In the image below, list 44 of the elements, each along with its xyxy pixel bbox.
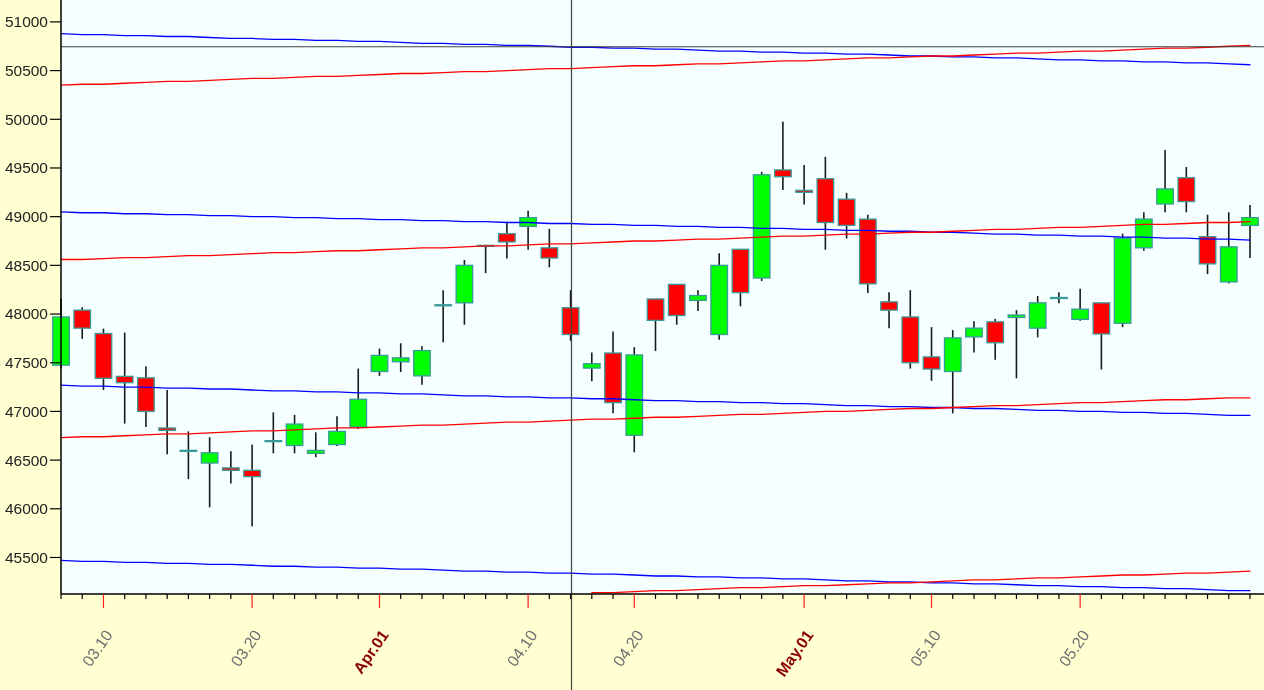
candlestick [1156, 149, 1174, 214]
y-tick-label: 49500 [4, 159, 49, 177]
candlestick [1177, 166, 1196, 214]
candlestick [795, 164, 814, 206]
y-tick-label: 47500 [4, 354, 49, 372]
y-tick-label: 48500 [4, 256, 49, 274]
candlestick [965, 320, 983, 354]
candlestick [221, 450, 240, 485]
y-tick-label: 50500 [4, 62, 49, 80]
y-tick-label: 46500 [4, 451, 49, 469]
y-tick-label: 50000 [4, 110, 49, 128]
line-series [61, 32, 1251, 66]
candlestick [1071, 287, 1090, 322]
candlestick [880, 291, 898, 329]
candlestick [391, 342, 410, 373]
candlestick [200, 436, 219, 509]
candlestick [986, 318, 1005, 361]
candlestick [434, 289, 453, 344]
y-tick-label: 49000 [4, 208, 49, 226]
candlestick [243, 443, 262, 528]
candlestick [922, 326, 941, 382]
y-tick-label: 46000 [4, 500, 49, 518]
candlestick [73, 306, 92, 340]
line-series [61, 44, 1251, 86]
line-series [61, 559, 1251, 592]
line-series [61, 384, 1251, 416]
candlestick [115, 331, 134, 425]
candlestick [582, 351, 601, 383]
candlestick [1049, 291, 1068, 305]
candlestick [646, 298, 665, 352]
y-tick-label: 51000 [4, 13, 49, 31]
candlestick [306, 431, 325, 458]
candlestick [1007, 309, 1026, 380]
y-tick-label: 45500 [4, 548, 49, 566]
candlestick [370, 347, 389, 377]
candlestick [689, 289, 707, 312]
candlestick [285, 414, 304, 455]
candlestick [1241, 204, 1259, 259]
line-series [61, 211, 1251, 241]
y-tick-label: 48000 [4, 305, 49, 323]
y-tick-label: 47000 [4, 402, 49, 420]
candlestick [773, 120, 792, 191]
candlestick [328, 415, 346, 447]
line-series [591, 570, 1251, 594]
